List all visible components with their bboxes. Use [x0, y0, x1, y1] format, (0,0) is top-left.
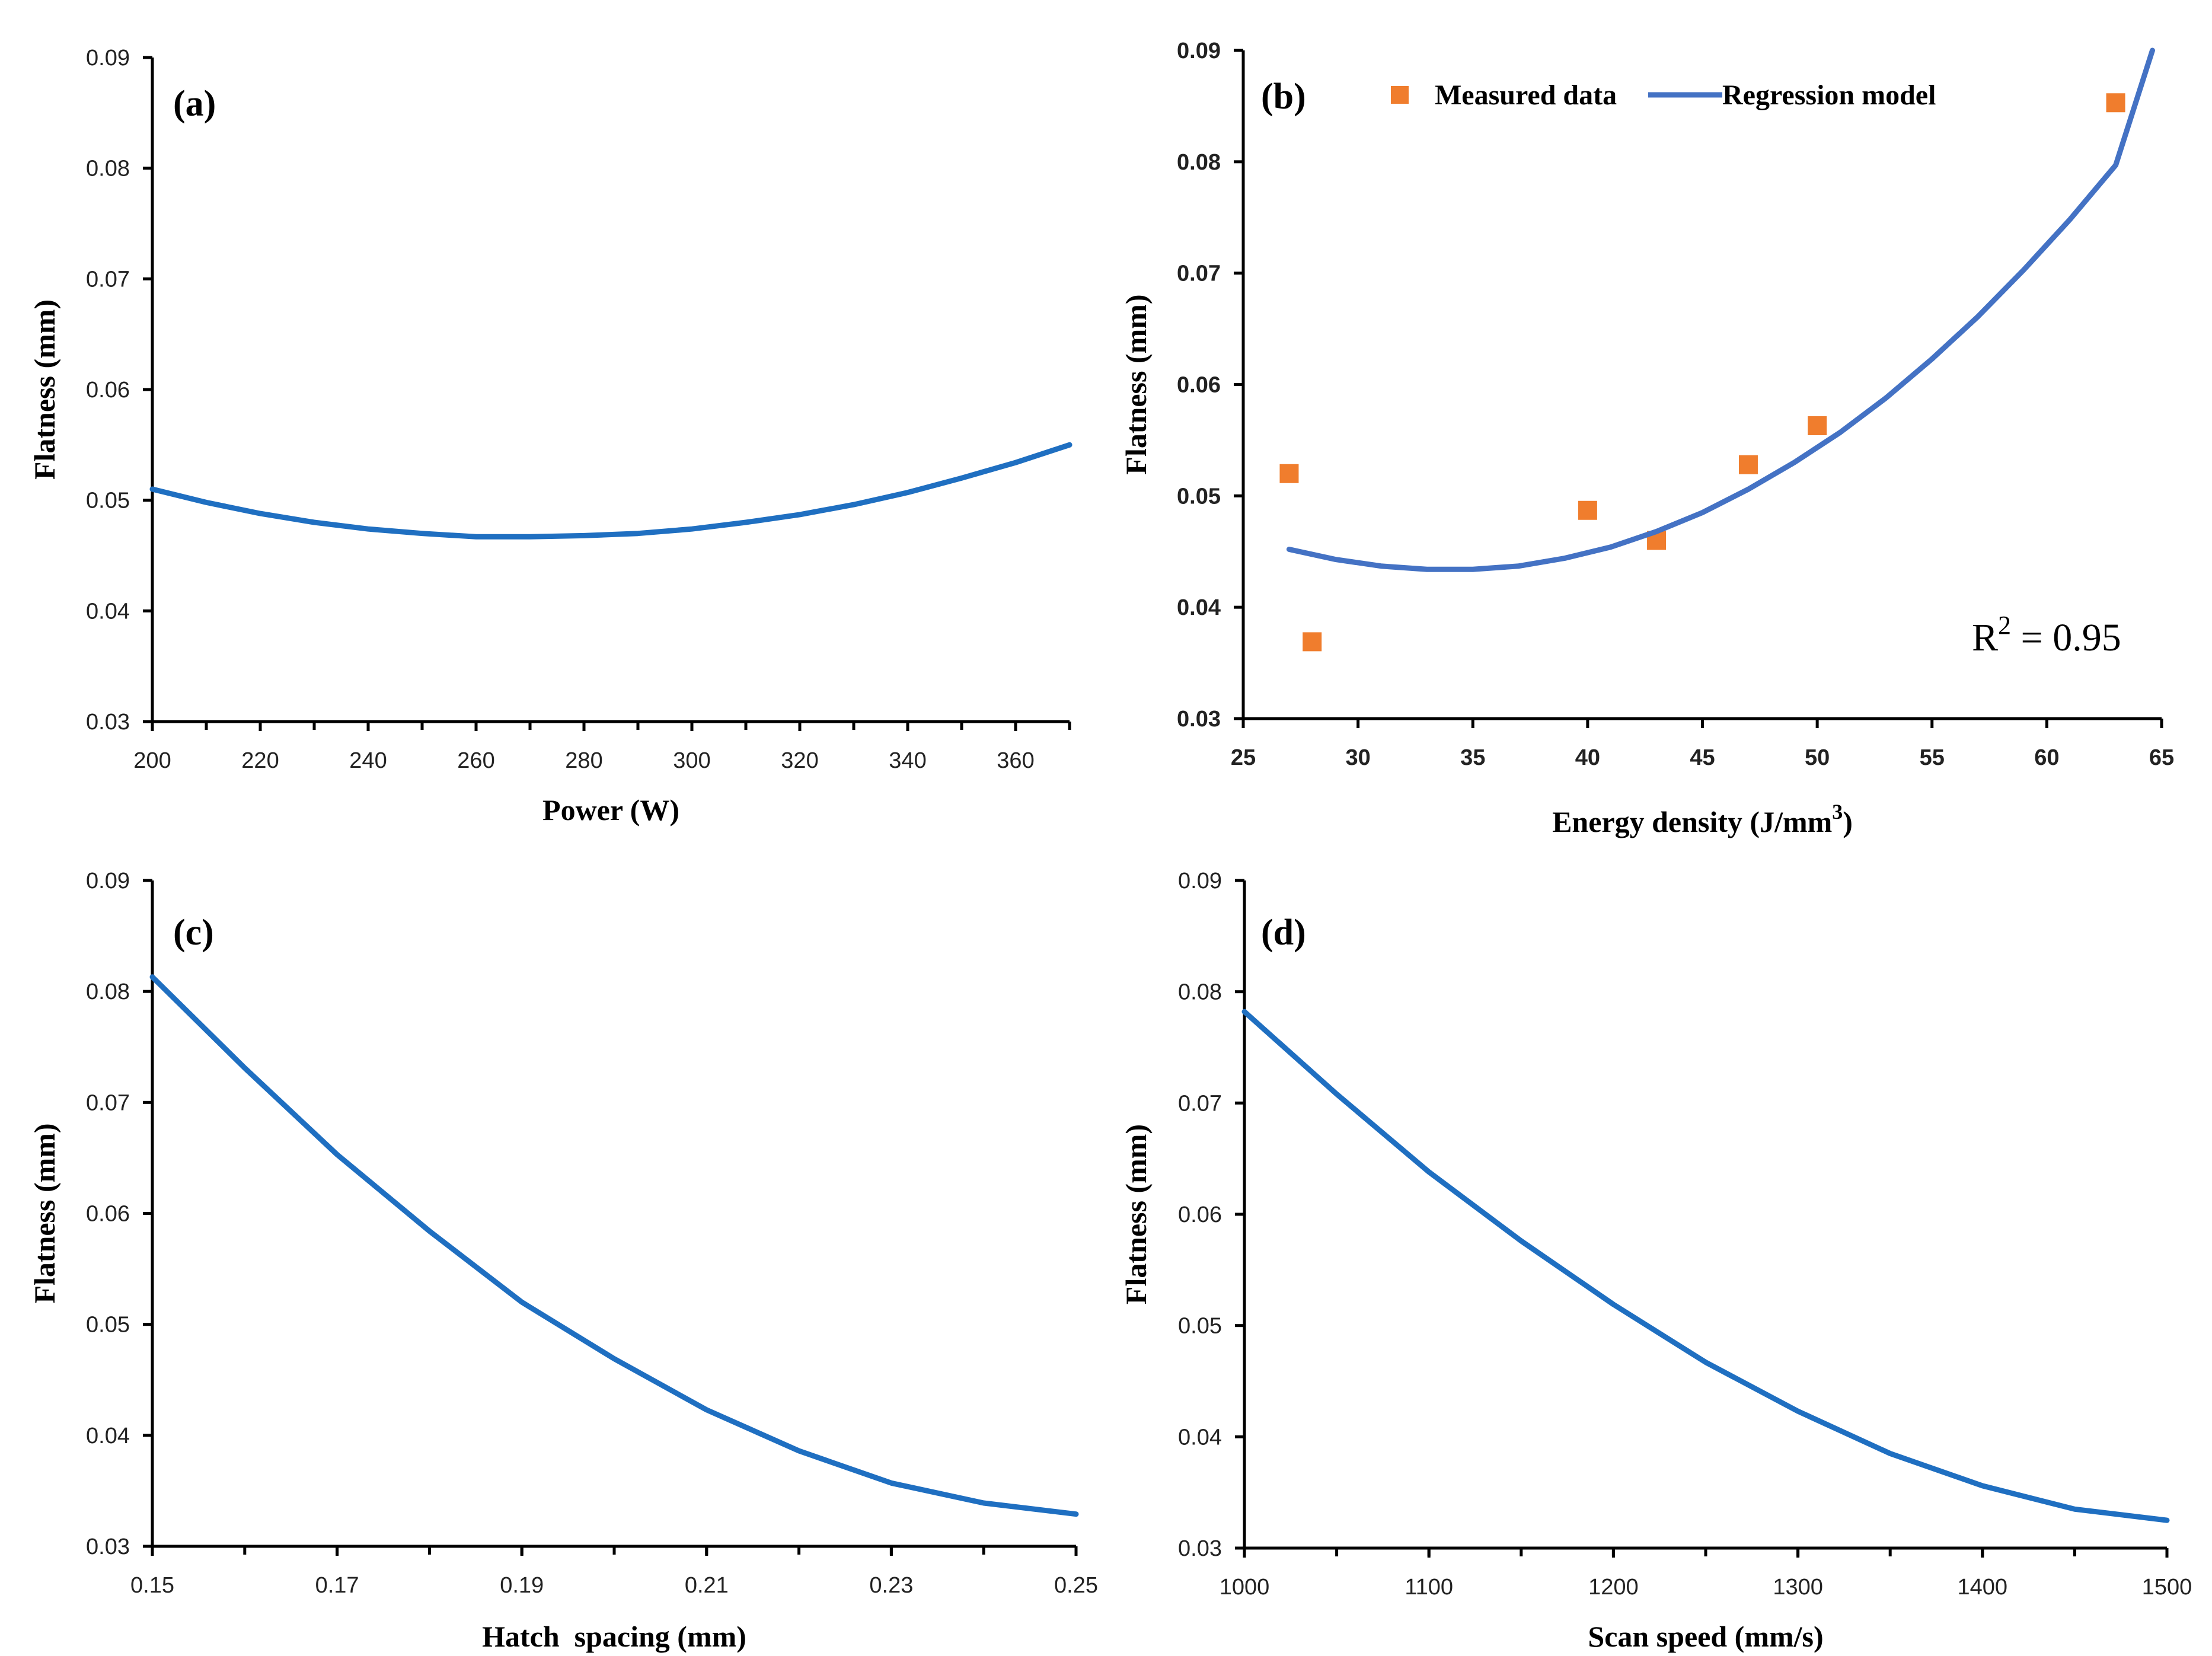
y-tick-label: 0.05	[86, 489, 130, 513]
y-tick-label: 0.06	[86, 1202, 130, 1227]
series-line	[149, 442, 1073, 540]
x-tick-label: 1500	[2142, 1575, 2192, 1600]
y-tick-label: 0.06	[86, 378, 130, 403]
x-axis-title: Hatch spacing (mm)	[482, 1620, 746, 1653]
y-tick-label: 0.04	[86, 1424, 130, 1448]
r-squared-sup: 2	[1998, 611, 2011, 640]
x-axis-title-main: Energy density (J/mm	[1552, 805, 1832, 838]
legend-marker-measured	[1391, 86, 1409, 104]
x-tick-label: 55	[1920, 745, 1945, 770]
panel-label: (c)	[173, 912, 214, 953]
y-tick-label: 0.08	[1177, 150, 1221, 175]
y-tick-label: 0.07	[1178, 1091, 1222, 1116]
x-tick-label: 1200	[1588, 1575, 1639, 1600]
y-tick-label: 0.03	[1178, 1536, 1222, 1561]
y-axis-title: Flatness (mm)	[1119, 294, 1153, 474]
x-axis-title-end: )	[1843, 805, 1853, 838]
legend-label-measured: Measured data	[1435, 79, 1617, 111]
x-tick-label: 360	[997, 748, 1034, 773]
x-tick-label: 45	[1690, 745, 1715, 770]
y-axis-title: Flatness (mm)	[28, 1123, 61, 1303]
y-tick-label: 0.05	[1178, 1314, 1222, 1339]
x-tick-label: 1300	[1773, 1575, 1823, 1600]
panel-4: 0.03 0.04 0.05 0.06 0.07 0.08 0.09 1000 1100 1200…	[1119, 869, 2192, 1653]
x-tick-label: 240	[349, 748, 387, 773]
x-tick-label: 30	[1345, 745, 1370, 770]
x-axis-title-sup: 3	[1832, 800, 1843, 824]
x-tick-label: 200	[133, 748, 171, 773]
x-axis-title: Energy density (J/mm3)	[1552, 800, 1853, 838]
y-tick-label: 0.06	[1178, 1202, 1222, 1227]
legend: Measured data Regression model	[1391, 79, 1936, 111]
y-tick-label: 0.05	[86, 1313, 130, 1338]
x-tick-label: 320	[781, 748, 818, 773]
y-tick-label: 0.09	[86, 869, 130, 894]
data-point	[1279, 464, 1299, 483]
panel-3: 0.03 0.04 0.05 0.06 0.07 0.08 0.09 0.15 0.17 0.19…	[28, 869, 1098, 1653]
legend-label-regression: Regression model	[1722, 79, 1936, 111]
y-tick-label: 0.06	[1177, 373, 1221, 398]
x-tick-label: 280	[565, 748, 602, 773]
panel-label: (a)	[173, 84, 216, 124]
y-tick-label: 0.05	[1177, 484, 1221, 509]
x-tick-label: 0.21	[685, 1573, 729, 1598]
y-tick-label: 0.08	[86, 157, 130, 181]
x-tick-label: 40	[1575, 745, 1600, 770]
x-tick-label: 0.15	[130, 1573, 174, 1598]
y-tick-label: 0.08	[1178, 980, 1222, 1005]
y-tick-label: 0.03	[1177, 707, 1221, 732]
data-point	[1808, 416, 1827, 435]
data-point	[2106, 93, 2125, 113]
data-point	[1303, 632, 1322, 652]
x-tick-label: 1100	[1405, 1575, 1453, 1600]
y-tick-label: 0.08	[86, 979, 130, 1004]
x-tick-label: 0.19	[500, 1573, 544, 1598]
x-tick-label: 0.17	[315, 1573, 359, 1598]
y-tick-label: 0.03	[86, 710, 130, 735]
y-tick-label: 0.09	[1177, 39, 1221, 63]
data-point	[1578, 500, 1597, 520]
panel-label: (d)	[1261, 912, 1306, 953]
series-line	[1286, 47, 2155, 572]
x-tick-label: 65	[2149, 745, 2174, 770]
x-tick-label: 220	[241, 748, 279, 773]
x-tick-label: 300	[673, 748, 710, 773]
panel-2: 0.03 0.04 0.05 0.06 0.07 0.08 0.09 25 30 35 40 45 50…	[1119, 39, 2174, 838]
y-tick-label: 0.04	[1178, 1425, 1222, 1450]
x-tick-label: 60	[2034, 745, 2059, 770]
y-axis-title: Flatness (mm)	[28, 299, 61, 480]
y-tick-label: 0.07	[86, 1090, 130, 1115]
y-axis-title: Flatness (mm)	[1119, 1124, 1153, 1304]
x-axis-title: Power (W)	[542, 793, 679, 827]
y-tick-label: 0.04	[86, 599, 130, 624]
x-axis-title: Scan speed (mm/s)	[1588, 1620, 1823, 1653]
x-tick-label: 0.25	[1054, 1573, 1098, 1598]
y-tick-label: 0.04	[1177, 595, 1221, 620]
panel-1: 0.03 0.04 0.05 0.06 0.07 0.08 0.09 200 220 240 260…	[28, 46, 1073, 827]
x-tick-label: 260	[457, 748, 494, 773]
x-tick-label: 25	[1231, 745, 1256, 770]
x-tick-label: 50	[1805, 745, 1830, 770]
y-tick-label: 0.07	[86, 267, 130, 292]
series-line	[149, 974, 1079, 1517]
x-tick-label: 1000	[1220, 1575, 1270, 1600]
series-line	[1241, 1009, 2170, 1523]
x-tick-label: 1400	[1958, 1575, 2008, 1600]
y-tick-label: 0.07	[1177, 261, 1221, 286]
r-squared-value: = 0.95	[2011, 616, 2121, 659]
panel-label: (b)	[1261, 76, 1306, 117]
y-tick-label: 0.03	[86, 1534, 130, 1559]
r-squared-annotation: R2 = 0.95	[1972, 611, 2121, 659]
r-squared-r: R	[1972, 616, 1998, 659]
x-tick-label: 340	[889, 748, 926, 773]
x-tick-label: 0.23	[869, 1573, 913, 1598]
data-point	[1738, 455, 1758, 474]
x-tick-label: 35	[1460, 745, 1485, 770]
y-tick-label: 0.09	[1178, 869, 1222, 894]
y-tick-label: 0.09	[86, 46, 130, 71]
